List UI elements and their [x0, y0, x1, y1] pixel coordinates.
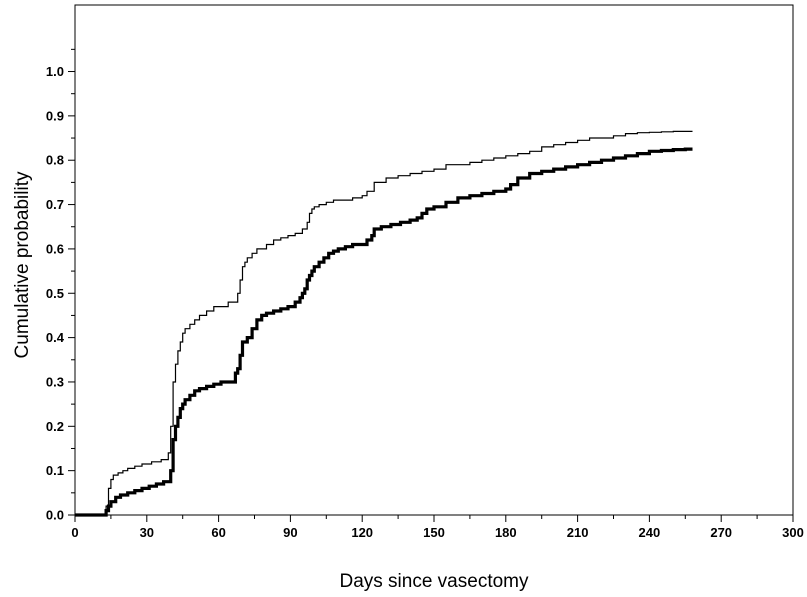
y-axis-ticks: 0.0 0.1 0.2 0.3 0.4 0.5 0.6 0.7 0.8 0.9 1.0: [46, 48, 75, 523]
plot-frame: [74, 4, 794, 516]
x-axis-title: Days since vasectomy: [339, 571, 529, 592]
y-tick-label: 0.3: [46, 374, 64, 389]
y-tick-label: 0.2: [46, 419, 64, 434]
y-tick-label: 0.5: [46, 286, 64, 301]
y-tick-label: 0.0: [46, 508, 64, 523]
y-tick-label: 0.1: [46, 463, 64, 478]
x-tick-label: 180: [495, 525, 517, 540]
y-tick-label: 0.8: [46, 153, 64, 168]
x-tick-label: 270: [710, 525, 732, 540]
y-tick-label: 0.7: [46, 197, 64, 212]
x-tick-label: 120: [351, 525, 373, 540]
x-tick-label: 150: [423, 525, 445, 540]
x-tick-label: 300: [782, 525, 804, 540]
thick-series-line: [75, 147, 693, 517]
x-tick-label: 210: [567, 525, 589, 540]
x-tick-label: 0: [71, 525, 78, 540]
x-tick-label: 30: [140, 525, 154, 540]
y-tick-label: 0.9: [46, 108, 64, 123]
x-tick-label: 90: [283, 525, 297, 540]
x-tick-label: 240: [639, 525, 661, 540]
y-axis-title: Cumulative probability: [12, 171, 33, 358]
y-tick-label: 0.6: [46, 241, 64, 256]
thin-series-line: [75, 130, 693, 516]
y-tick-label: 0.4: [46, 330, 65, 345]
series-layer: [75, 130, 693, 517]
x-tick-label: 60: [211, 525, 225, 540]
y-tick-label: 1.0: [46, 64, 64, 79]
x-axis-ticks: 0 30 60 90 120 150 180 210 240 270 300: [71, 515, 804, 540]
